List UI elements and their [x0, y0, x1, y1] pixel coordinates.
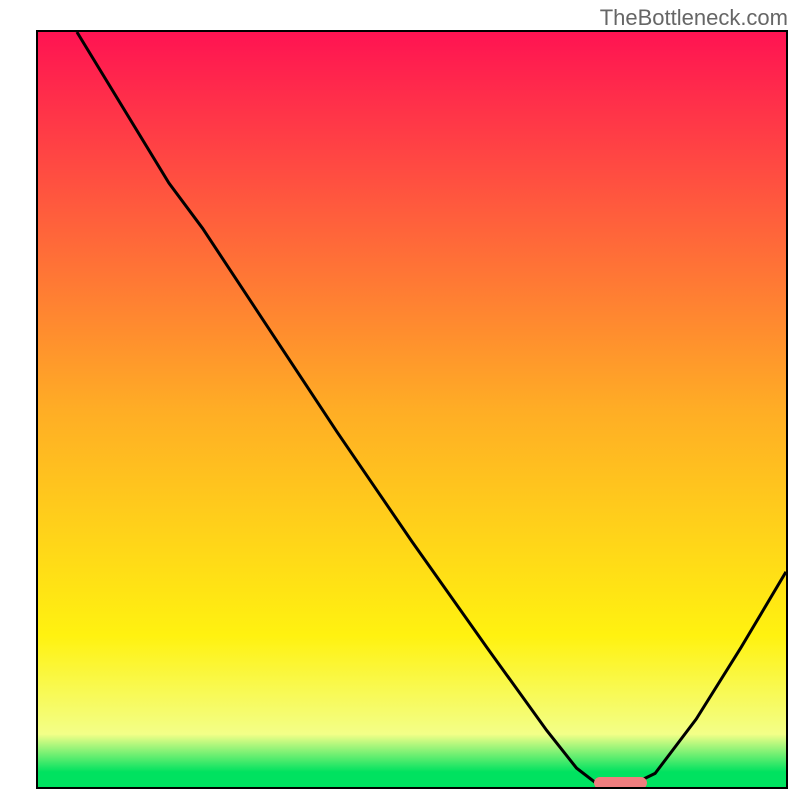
- optimal-marker: [594, 777, 647, 789]
- watermark-text: TheBottleneck.com: [600, 5, 788, 31]
- bottleneck-curve: [38, 32, 786, 787]
- chart-plot-area: [36, 30, 788, 789]
